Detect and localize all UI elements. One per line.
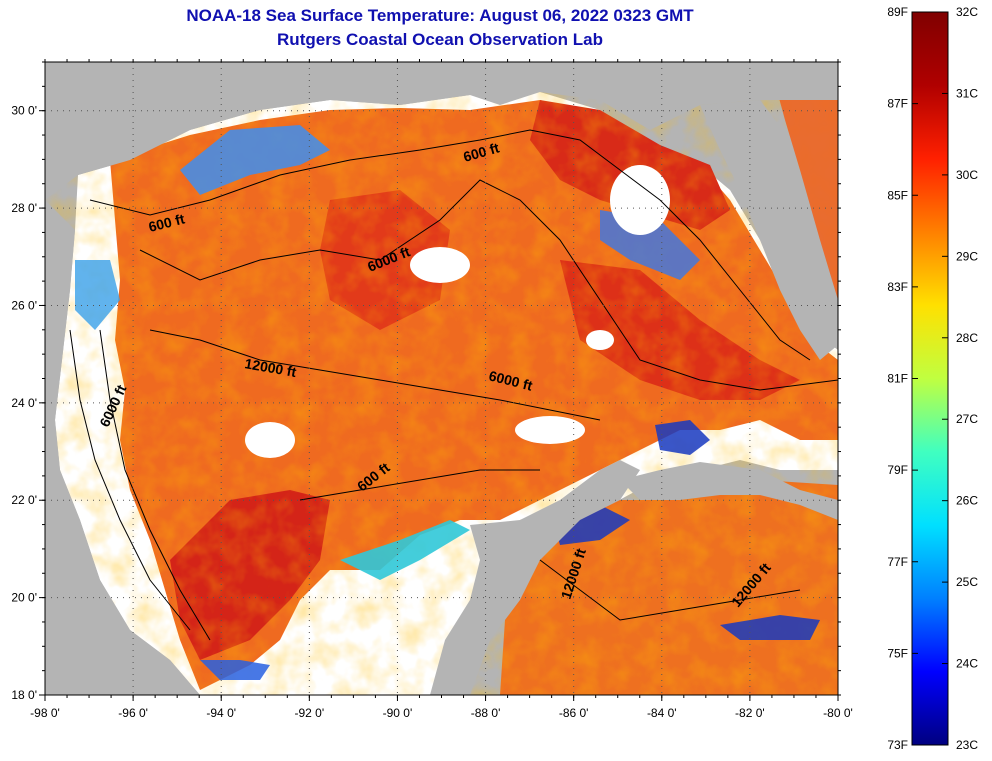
- contour-6000ft: [139, 179, 838, 391]
- cloud-gap: [610, 165, 670, 235]
- lat-tick-label: 26 0': [11, 298, 37, 312]
- celsius-label: 25C: [956, 575, 978, 589]
- sst-cool-west-shelf: [75, 260, 120, 330]
- contour-600ft-mx: [69, 329, 191, 631]
- lat-tick-label: 24 0': [11, 396, 37, 410]
- celsius-label: 29C: [956, 249, 978, 263]
- sst-cool-campeche: [340, 520, 470, 580]
- lon-tick-label: -84 0': [647, 706, 677, 720]
- contour-600ft: [89, 129, 811, 361]
- cloud-gap: [410, 247, 470, 283]
- lat-tick-label: 22 0': [11, 493, 37, 507]
- lon-tick-label: -88 0': [471, 706, 501, 720]
- sst-cool-cuba-south: [720, 615, 820, 640]
- fahrenheit-label: 75F: [887, 646, 908, 660]
- fahrenheit-label: 85F: [887, 188, 908, 202]
- cuba-land: [620, 462, 838, 520]
- bathymetry-contours: [69, 129, 838, 641]
- celsius-label: 26C: [956, 494, 978, 508]
- celsius-label: 23C: [956, 738, 978, 752]
- lon-tick-label: -98 0': [30, 706, 60, 720]
- celsius-label: 27C: [956, 412, 978, 426]
- axis-ticks: -98 0' -96 0' -94 0' -92 0' -90 0' -88 0' -86 …: [11, 59, 853, 720]
- lon-tick-label: -90 0': [383, 706, 413, 720]
- map-subtitle: Rutgers Coastal Ocean Observation Lab: [277, 30, 603, 49]
- fahrenheit-label: 83F: [887, 280, 908, 294]
- lon-tick-label: -82 0': [735, 706, 765, 720]
- cloud-gap: [586, 330, 614, 350]
- celsius-label: 30C: [956, 168, 978, 182]
- lat-tick-label: 20 0': [11, 591, 37, 605]
- lon-tick-label: -80 0': [823, 706, 853, 720]
- fahrenheit-label: 89F: [887, 5, 908, 19]
- sst-texture: [45, 62, 838, 695]
- cloud-gap: [245, 422, 295, 458]
- map-title: NOAA-18 Sea Surface Temperature: August …: [186, 6, 694, 25]
- fahrenheit-label: 77F: [887, 555, 908, 569]
- contour-12000ft: [149, 329, 601, 421]
- celsius-label: 31C: [956, 86, 978, 100]
- mexico-land-west: [45, 200, 200, 695]
- florida-east-sst: [770, 65, 838, 300]
- florida-land: [700, 100, 838, 360]
- fahrenheit-label: 73F: [887, 738, 908, 752]
- lon-tick-label: -92 0': [295, 706, 325, 720]
- lat-tick-label: 28 0': [11, 201, 37, 215]
- cloud-gap: [515, 416, 585, 444]
- yucatan-land: [430, 460, 640, 695]
- lat-tick-label: 18 0': [11, 688, 37, 702]
- lon-tick-label: -86 0': [559, 706, 589, 720]
- celsius-label: 24C: [956, 657, 978, 671]
- celsius-label: 32C: [956, 5, 978, 19]
- lon-tick-label: -94 0': [206, 706, 236, 720]
- fahrenheit-label: 81F: [887, 372, 908, 386]
- colorbar-ticks: 32C 31C 30C 29C 28C 27C 26C 25C 24C 23C 89F 87F 85F 8…: [887, 5, 978, 752]
- map-plot-area: [45, 62, 838, 695]
- fahrenheit-label: 87F: [887, 97, 908, 111]
- contour-600ft-yuc: [299, 469, 540, 501]
- fahrenheit-label: 79F: [887, 463, 908, 477]
- sst-cool-straits: [655, 420, 710, 455]
- contour-6000ft-mx: [99, 329, 211, 641]
- lat-tick-label: 30 0': [11, 104, 37, 118]
- sst-cool-texas-shelf: [180, 125, 330, 195]
- us-gulf-coast-land: [45, 62, 838, 200]
- lon-tick-label: -96 0': [118, 706, 148, 720]
- sst-cool-south-edge: [200, 660, 270, 680]
- celsius-label: 28C: [956, 331, 978, 345]
